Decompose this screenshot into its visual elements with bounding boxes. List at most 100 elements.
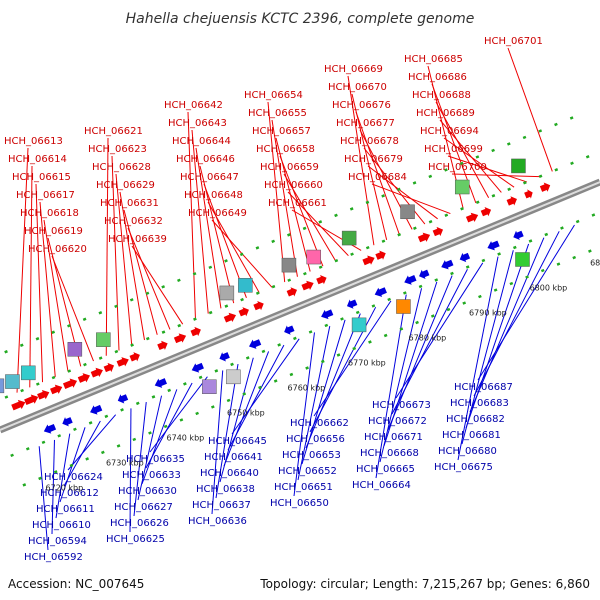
gene-label: HCH_06660 — [264, 180, 323, 191]
feature-block — [306, 249, 321, 265]
label-leader — [29, 165, 33, 388]
label-leader — [443, 137, 515, 188]
gene-label: HCH_06642 — [164, 100, 223, 111]
label-leader — [187, 111, 196, 319]
label-leader — [55, 433, 71, 519]
feature-block — [400, 204, 415, 220]
forward-gene-arrow — [480, 206, 492, 217]
gene-label: HCH_06594 — [28, 536, 87, 547]
label-leader — [43, 219, 69, 372]
gene-label: HCH_06636 — [188, 516, 247, 527]
gene-label: HCH_06624 — [44, 472, 103, 483]
label-leader — [283, 173, 337, 262]
gene-label: HCH_06677 — [336, 118, 395, 129]
feature-block — [202, 379, 217, 394]
label-leader — [38, 446, 49, 551]
label-leader — [105, 137, 109, 356]
label-leader — [137, 395, 163, 501]
gene-label: HCH_06610 — [32, 520, 91, 531]
reverse-gene-arrow — [441, 259, 454, 270]
forward-gene-arrow — [190, 326, 201, 337]
reverse-gene-arrow — [219, 352, 230, 362]
reverse-gene-arrow — [487, 240, 500, 251]
label-leader — [141, 389, 178, 485]
label-leader — [457, 256, 499, 461]
reverse-gene-arrow — [321, 309, 334, 320]
label-leader — [473, 231, 560, 397]
gene-label: HCH_06673 — [372, 400, 431, 411]
label-leader — [211, 370, 224, 515]
feature-block — [96, 332, 111, 347]
forward-gene-arrow — [157, 340, 168, 350]
label-leader — [267, 101, 286, 283]
label-leader — [215, 364, 239, 499]
feature-block — [515, 252, 530, 267]
gene-label: HCH_06678 — [340, 136, 399, 147]
forward-gene-arrow — [286, 287, 298, 297]
gene-label: HCH_06637 — [192, 500, 251, 511]
genome-axis — [0, 181, 600, 431]
forward-gene-arrow — [506, 196, 517, 206]
gene-label: HCH_06659 — [260, 162, 319, 173]
label-leader — [379, 288, 423, 463]
gene-label: HCH_06640 — [200, 468, 259, 479]
feature-block — [341, 230, 357, 246]
reverse-gene-arrow — [90, 404, 103, 415]
label-leader — [111, 155, 120, 351]
kbp-tick-label: 6760 kbp — [288, 384, 326, 393]
feature-block — [396, 299, 411, 314]
label-leader — [133, 401, 147, 517]
feature-block — [226, 369, 241, 385]
gene-label: HCH_06676 — [332, 100, 391, 111]
label-leader — [131, 245, 184, 325]
gene-label: HCH_06625 — [106, 534, 165, 545]
gene-label: HCH_06615 — [12, 172, 71, 183]
feature-block — [5, 374, 20, 389]
kbp-tick-label: 6780 kbp — [409, 334, 447, 343]
forward-gene-arrow — [11, 399, 26, 411]
gene-label: HCH_06612 — [40, 488, 99, 499]
gene-label: HCH_06650 — [270, 498, 329, 509]
forward-gene-arrow — [301, 280, 314, 291]
gene-label: HCH_06656 — [286, 434, 345, 445]
gene-label: HCH_06641 — [204, 452, 263, 463]
gene-label: HCH_06645 — [208, 436, 267, 447]
gene-label: HCH_06649 — [188, 208, 247, 219]
accession-text: Accession: NC_007645 — [8, 577, 144, 591]
feature-block — [351, 317, 367, 333]
reverse-gene-arrow — [43, 423, 57, 434]
reverse-gene-arrow — [249, 339, 262, 349]
label-leader — [195, 147, 222, 309]
kbp-tick-label: 6750 kbp — [227, 409, 265, 418]
reverse-gene-arrow — [459, 252, 471, 263]
forward-gene-arrow — [253, 300, 264, 311]
reverse-gene-arrow — [404, 275, 417, 285]
forward-gene-arrow — [24, 394, 39, 405]
gene-label: HCH_06631 — [100, 198, 159, 209]
gene-label: HCH_06633 — [122, 470, 181, 481]
gene-label: HCH_06683 — [450, 398, 509, 409]
gene-label: HCH_06628 — [92, 162, 151, 173]
gene-label: HCH_06626 — [110, 518, 169, 529]
gene-label: HCH_06658 — [256, 144, 315, 155]
forward-gene-arrow — [524, 189, 533, 199]
forward-gene-arrow — [129, 352, 140, 362]
dotted-guide — [10, 210, 600, 458]
label-leader — [451, 173, 540, 178]
feature-block — [511, 158, 526, 174]
label-leader — [51, 255, 94, 362]
forward-gene-arrow — [50, 384, 63, 395]
gene-label: HCH_06632 — [104, 216, 163, 227]
label-leader — [287, 191, 349, 257]
feature-block — [454, 179, 470, 195]
dotted-guide — [0, 154, 590, 402]
label-leader — [447, 155, 528, 183]
label-leader — [387, 275, 453, 431]
label-leader — [391, 269, 468, 415]
gene-label: HCH_06665 — [356, 464, 415, 475]
feature-block — [281, 257, 297, 273]
label-leader — [115, 173, 133, 346]
label-leader — [305, 313, 361, 449]
label-leader — [293, 332, 315, 497]
